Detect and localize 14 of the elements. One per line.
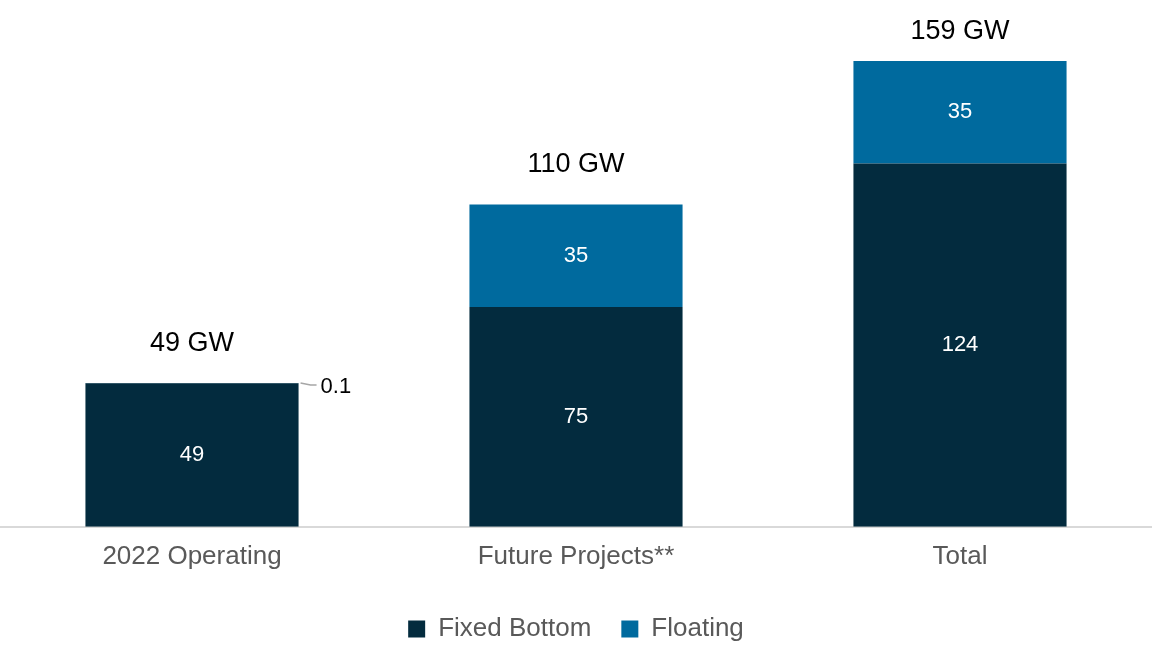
legend-label: Fixed Bottom [438,612,592,643]
data-label: 35 [563,241,589,267]
data-label: 124 [941,331,979,357]
data-label: 35 [947,98,973,124]
x-tick-label: Future Projects** [477,539,675,570]
x-tick-label: 2022 Operating [102,539,282,570]
data-label: 49 [179,441,205,467]
data-label: 0.1 [320,373,352,398]
data-label: 75 [563,402,589,428]
total-label: 159 GW [910,14,1011,45]
total-label: 49 GW [149,326,235,357]
x-tick-label: Total [932,539,988,570]
legend-label: Floating [651,612,744,643]
total-label: 110 GW [527,148,626,179]
